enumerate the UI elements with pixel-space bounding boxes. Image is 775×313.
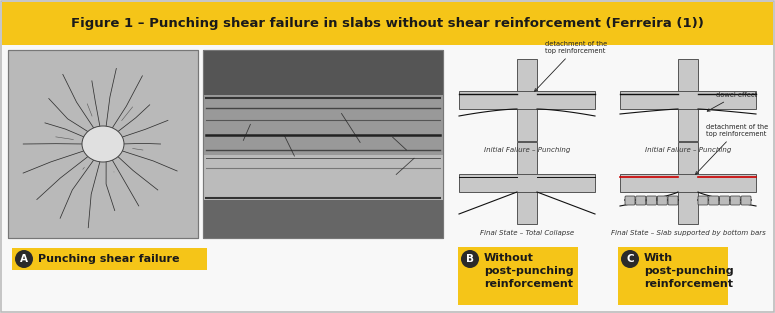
Bar — [517, 109, 537, 141]
Bar — [517, 192, 537, 224]
Bar — [2, 45, 773, 311]
Bar — [620, 174, 756, 192]
Bar — [72, 114, 134, 174]
Bar — [28, 70, 178, 218]
Bar — [60, 102, 146, 186]
Bar — [12, 54, 194, 234]
Bar — [459, 91, 595, 109]
Text: With
post-punching
reinforcement: With post-punching reinforcement — [644, 253, 734, 290]
Bar — [80, 122, 126, 166]
Bar — [24, 66, 182, 222]
FancyBboxPatch shape — [657, 196, 667, 205]
FancyBboxPatch shape — [646, 196, 656, 205]
Text: A: A — [20, 254, 28, 264]
Bar — [44, 86, 162, 202]
Bar — [8, 50, 198, 238]
FancyBboxPatch shape — [719, 196, 729, 205]
Bar — [203, 50, 443, 238]
Text: C: C — [626, 254, 634, 264]
Circle shape — [15, 250, 33, 268]
Bar — [12, 248, 207, 270]
Text: B: B — [466, 254, 474, 264]
Text: Without
post-punching
reinforcement: Without post-punching reinforcement — [484, 253, 574, 290]
Bar — [203, 155, 443, 200]
FancyBboxPatch shape — [636, 196, 646, 205]
Bar — [32, 74, 174, 214]
Bar — [678, 142, 698, 174]
Bar — [678, 59, 698, 91]
Bar — [458, 247, 578, 305]
Bar — [8, 50, 198, 238]
Circle shape — [461, 250, 479, 268]
Bar — [68, 110, 138, 178]
Ellipse shape — [82, 126, 124, 162]
Bar — [48, 90, 158, 198]
Bar — [56, 98, 150, 190]
Bar — [2, 2, 773, 45]
FancyBboxPatch shape — [698, 196, 708, 205]
Text: Initial Failure – Punching: Initial Failure – Punching — [484, 147, 570, 153]
Bar — [84, 126, 122, 162]
Bar — [678, 192, 698, 224]
Text: Initial Failure – Punching: Initial Failure – Punching — [645, 147, 731, 153]
FancyBboxPatch shape — [625, 196, 635, 205]
Text: Final State – Slab supported by bottom bars: Final State – Slab supported by bottom b… — [611, 230, 766, 236]
Bar — [64, 106, 142, 182]
Bar — [8, 50, 198, 238]
Bar — [203, 50, 443, 95]
Bar — [52, 94, 154, 194]
Bar — [459, 174, 595, 192]
Bar — [20, 62, 186, 226]
FancyBboxPatch shape — [709, 196, 718, 205]
Bar — [203, 50, 443, 238]
Bar — [16, 58, 190, 230]
Bar — [678, 109, 698, 141]
Bar — [40, 82, 166, 206]
Text: dowel effect: dowel effect — [708, 92, 757, 111]
FancyBboxPatch shape — [668, 196, 678, 205]
Bar — [203, 200, 443, 238]
Text: detachment of the
top reinforcement: detachment of the top reinforcement — [535, 41, 608, 91]
Text: detachment of the
top reinforcement: detachment of the top reinforcement — [695, 124, 768, 174]
Circle shape — [621, 250, 639, 268]
Bar — [517, 59, 537, 91]
Bar — [517, 142, 537, 174]
Bar — [76, 118, 130, 170]
Bar — [36, 78, 170, 210]
Bar — [203, 95, 443, 155]
FancyBboxPatch shape — [741, 196, 751, 205]
Bar — [618, 247, 728, 305]
Text: Punching shear failure: Punching shear failure — [38, 254, 180, 264]
Text: Figure 1 – Punching shear failure in slabs without shear reinforcement (Ferreira: Figure 1 – Punching shear failure in sla… — [71, 17, 704, 30]
Bar — [620, 91, 756, 109]
FancyBboxPatch shape — [730, 196, 740, 205]
Text: Final State – Total Collapse: Final State – Total Collapse — [480, 230, 574, 236]
